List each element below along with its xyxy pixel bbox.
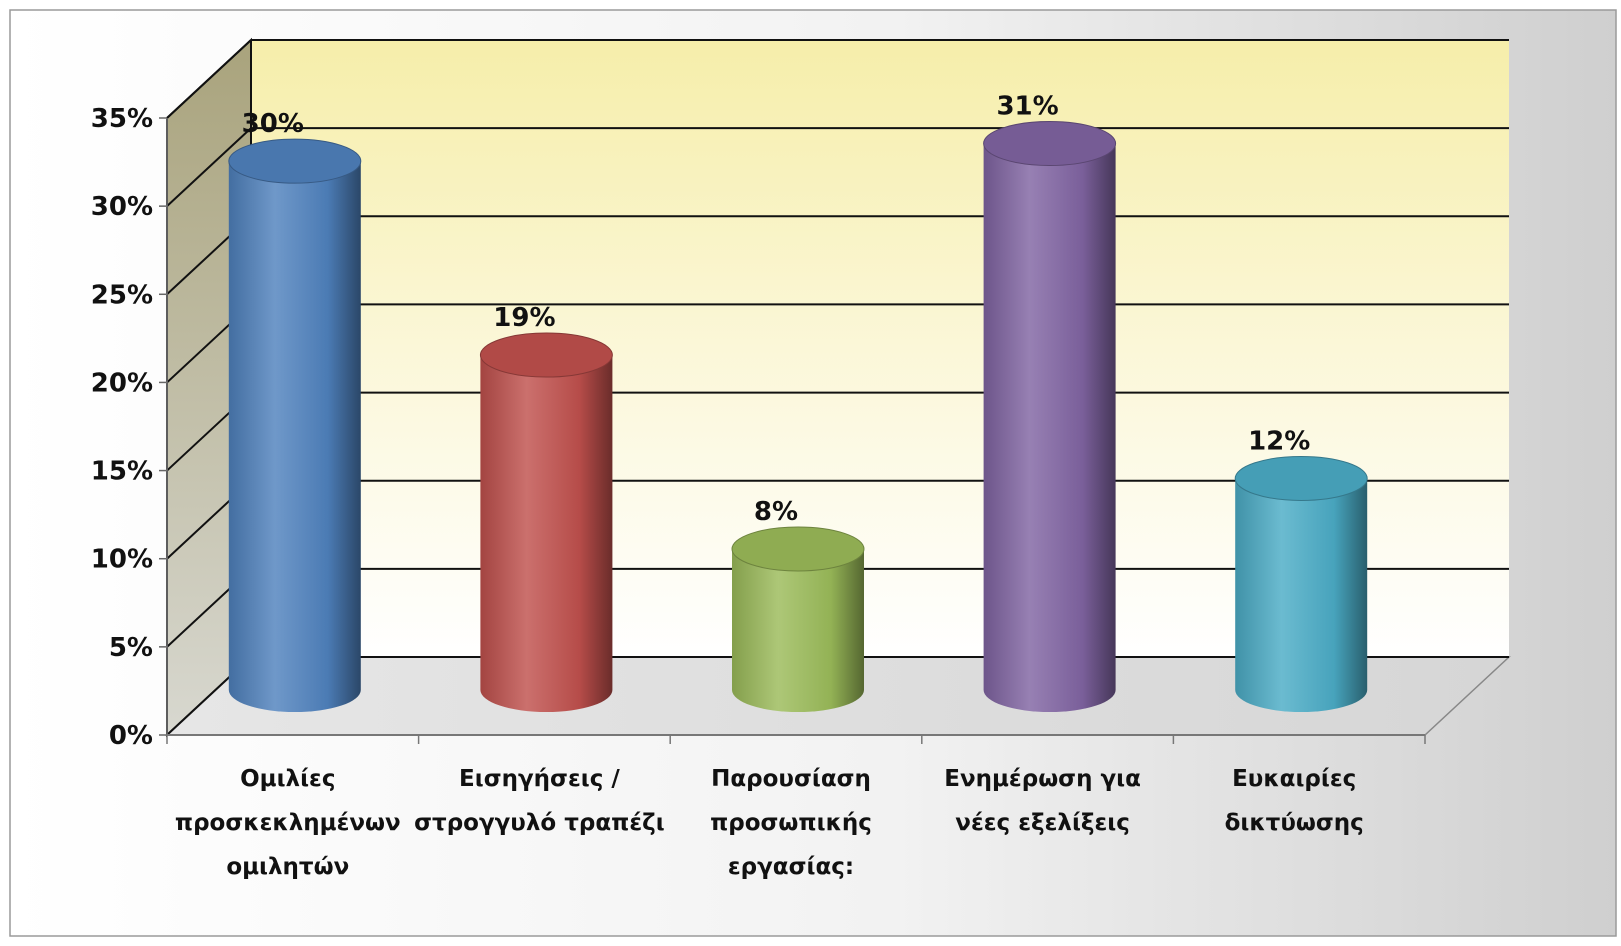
category-label-line: νέες εξελίξεις — [955, 810, 1130, 836]
bar-body — [480, 355, 613, 712]
y-tick-label: 10% — [91, 545, 153, 575]
data-label: 8% — [754, 497, 798, 527]
y-tick-label: 5% — [109, 633, 153, 663]
category-label: Ενημέρωση για νέες εξελίξεις — [944, 766, 1141, 836]
bar — [1234, 455, 1368, 713]
category-label: Ευκαιρίες δικτύωσης — [1225, 766, 1364, 836]
y-tick-label: 15% — [91, 457, 153, 487]
data-label: 19% — [493, 303, 555, 333]
data-label: 30% — [242, 109, 304, 139]
bar-top — [479, 332, 613, 378]
bar-body — [228, 161, 361, 713]
bar-top — [228, 138, 362, 184]
category-label-line: Παρουσίαση — [711, 766, 871, 792]
category-label: Εισηγήσεις / στρογγυλό τραπέζι — [414, 766, 665, 836]
bar — [983, 121, 1117, 713]
bar-top — [1234, 455, 1368, 501]
gridline-side — [166, 39, 252, 119]
category-label-line: Ομιλίες — [240, 766, 335, 792]
y-tick-label: 20% — [91, 368, 153, 398]
bar-body — [1235, 478, 1368, 713]
bars — [228, 121, 1368, 713]
bar — [731, 526, 865, 712]
bar-body — [983, 143, 1116, 713]
category-label-line: στρογγυλό τραπέζι — [414, 810, 665, 836]
y-tick-label: 0% — [109, 721, 153, 751]
gridline-side — [166, 127, 252, 207]
category-label-line: Ευκαιρίες — [1232, 766, 1356, 792]
bar — [228, 138, 362, 713]
labels: 30% Ομιλίες προσκεκλημένων ομιλητών 19% Εισηγ… — [175, 92, 1364, 880]
category-label-line: δικτύωσης — [1225, 810, 1364, 836]
bar-top — [983, 121, 1117, 167]
category-label-line: Ενημέρωση για — [944, 766, 1141, 792]
category-label-line: προσκεκλημένων — [175, 810, 401, 836]
category-label-line: προσωπικής — [710, 810, 872, 836]
y-tick-label: 30% — [91, 192, 153, 222]
bar-top — [731, 526, 865, 572]
category-label: Ομιλίες προσκεκλημένων ομιλητών — [175, 766, 401, 880]
y-tick-label: 25% — [91, 280, 153, 310]
data-label: 12% — [1248, 426, 1310, 456]
category-label: Παρουσίαση προσωπικής εργασίας: — [710, 766, 872, 880]
bar — [479, 332, 613, 712]
data-label: 31% — [996, 92, 1058, 122]
y-tick-label: 35% — [91, 104, 153, 134]
category-label-line: ομιλητών — [226, 854, 349, 880]
bar-body — [732, 548, 864, 712]
category-label-line: εργασίας: — [728, 854, 854, 880]
category-label-line: Εισηγήσεις / — [459, 766, 620, 792]
